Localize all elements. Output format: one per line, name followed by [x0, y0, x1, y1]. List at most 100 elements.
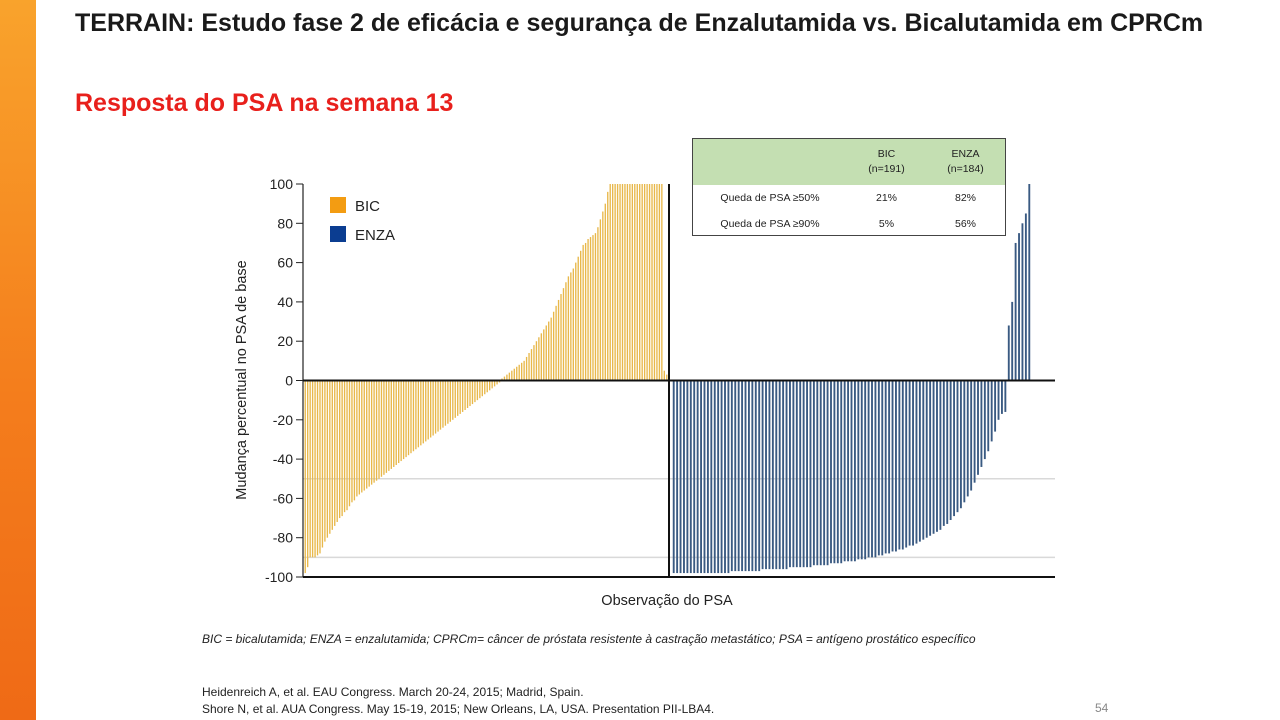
bar-bic	[611, 184, 614, 381]
y-tick-label: -60	[273, 490, 293, 506]
bar-enza	[706, 380, 709, 574]
bar-enza	[1028, 184, 1031, 381]
bar-enza	[946, 380, 949, 524]
table-header-bic-n: (n=191)	[868, 163, 905, 175]
bar-bic	[398, 380, 400, 464]
bar-enza	[683, 380, 685, 574]
bar-bic	[572, 268, 574, 381]
bar-enza	[830, 380, 832, 564]
enza-bars	[672, 184, 1031, 574]
bar-enza	[929, 380, 932, 536]
bar-enza	[765, 380, 767, 570]
bar-bic	[548, 321, 550, 381]
table-row: Queda de PSA ≥50% 21% 82%	[693, 185, 1005, 211]
bar-enza	[1021, 223, 1024, 381]
bar-enza	[843, 380, 846, 562]
table-header-enza-n: (n=184)	[947, 163, 984, 175]
y-tick-label: 20	[277, 333, 293, 349]
bar-bic	[427, 380, 429, 440]
bar-enza	[1001, 380, 1003, 414]
bar-enza	[812, 380, 815, 566]
bar-bic	[410, 380, 412, 454]
bar-bic	[626, 184, 629, 381]
bar-bic	[602, 211, 604, 381]
bar-bic	[464, 380, 466, 410]
bar-bic	[363, 380, 365, 491]
bar-bic	[469, 380, 471, 407]
bar-enza	[696, 380, 699, 574]
bar-enza	[874, 380, 877, 558]
bar-bic	[425, 380, 427, 442]
reference-lines	[303, 478, 1055, 559]
bar-enza	[806, 380, 808, 568]
bar-bic	[353, 380, 356, 501]
bar-enza	[915, 380, 918, 544]
bar-enza	[741, 380, 744, 572]
bar-bic	[580, 250, 582, 381]
table-header-bic: BIC (n=191)	[847, 139, 926, 185]
bar-enza	[956, 380, 959, 513]
bar-bic	[516, 366, 518, 381]
bar-bic	[407, 380, 410, 456]
y-tick-label: -100	[265, 569, 293, 585]
bar-bic	[550, 317, 552, 381]
bar-bic	[641, 184, 643, 381]
bar-bic	[525, 356, 528, 381]
bar-bic	[607, 191, 609, 381]
bar-enza	[908, 380, 911, 546]
bar-bic	[338, 380, 341, 519]
bar-bic	[479, 380, 481, 399]
bar-enza	[1011, 301, 1014, 381]
bar-bic	[614, 184, 616, 381]
bar-enza	[785, 380, 788, 570]
bar-bic	[439, 380, 442, 430]
bar-bic	[336, 380, 338, 522]
bar-bic	[324, 380, 326, 542]
bar-bic	[457, 380, 459, 416]
bar-bic	[375, 380, 378, 481]
bar-bic	[506, 374, 508, 381]
bar-bic	[646, 184, 648, 381]
bar-bic	[390, 380, 392, 469]
bar-bic	[474, 380, 476, 403]
bar-bic	[393, 380, 395, 467]
slide-title: TERRAIN: Estudo fase 2 de eficácia e seg…	[75, 9, 1204, 37]
bar-enza	[754, 380, 757, 572]
bar-enza	[730, 380, 733, 572]
bar-enza	[689, 380, 692, 574]
bar-bic	[631, 184, 634, 381]
bar-enza	[744, 380, 747, 572]
bar-bic	[395, 380, 397, 465]
bar-bic	[484, 380, 486, 395]
bar-bic	[621, 184, 624, 381]
table-row: Queda de PSA ≥90% 5% 56%	[693, 211, 1005, 237]
bar-bic	[385, 380, 388, 473]
bar-enza	[747, 380, 750, 572]
legend: BIC ENZA	[330, 197, 395, 244]
bar-bic	[658, 184, 661, 381]
bar-enza	[795, 380, 798, 568]
bar-bic	[366, 380, 368, 489]
bar-bic	[476, 380, 479, 401]
bar-bic	[535, 341, 538, 381]
bar-bic	[597, 227, 599, 381]
bar-bic	[656, 184, 658, 381]
bar-bic	[388, 380, 390, 471]
bar-bic	[368, 380, 370, 487]
bar-bic	[589, 237, 592, 381]
bar-bic	[609, 184, 611, 381]
bar-bic	[361, 380, 363, 493]
bar-enza	[789, 380, 791, 568]
bar-bic	[432, 380, 434, 436]
bar-bic	[316, 380, 319, 556]
bar-enza	[751, 380, 754, 572]
bar-enza	[775, 380, 778, 570]
bar-bic	[400, 380, 402, 462]
bar-bic	[520, 362, 523, 381]
bar-enza	[953, 380, 956, 517]
bar-enza	[833, 380, 836, 564]
bar-enza	[871, 380, 873, 558]
y-tick-label: -20	[273, 412, 293, 428]
bar-enza	[884, 380, 887, 554]
slide-subtitle: Resposta do PSA na semana 13	[75, 89, 454, 117]
